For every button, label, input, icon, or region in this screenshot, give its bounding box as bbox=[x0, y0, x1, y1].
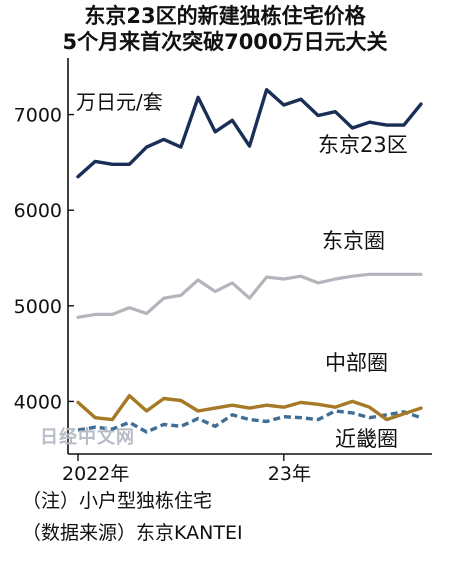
chart-title: 东京23区的新建独栋住宅价格 bbox=[84, 4, 366, 28]
series-label-3: 中部圈 bbox=[325, 351, 388, 375]
unit-label: 万日元/套 bbox=[76, 90, 163, 114]
footnote-note: （注）小户型独栋住宅 bbox=[22, 490, 213, 512]
series-label-2: 东京圈 bbox=[322, 229, 385, 253]
series-line-3 bbox=[76, 394, 423, 422]
series-label-1: 东京23区 bbox=[318, 133, 408, 157]
y-tick-label: 5000 bbox=[14, 296, 62, 318]
series-line-4 bbox=[77, 409, 422, 434]
y-tick-label: 7000 bbox=[14, 105, 62, 127]
y-tick-label: 6000 bbox=[14, 200, 62, 222]
chart-subtitle: 5个月来首次突破7000万日元大关 bbox=[62, 30, 388, 54]
watermark-logo: 日经中文网 bbox=[40, 427, 135, 448]
series-label-4: 近畿圈 bbox=[335, 427, 398, 451]
footnote-source: （数据来源）东京KANTEI bbox=[22, 522, 243, 544]
x-tick-label: 23年 bbox=[268, 463, 311, 485]
unit-label-backing bbox=[74, 86, 178, 116]
series-line-1 bbox=[76, 87, 423, 179]
series-line-2 bbox=[76, 272, 423, 319]
y-tick-label: 4000 bbox=[14, 391, 62, 413]
x-tick-label: 2022年 bbox=[62, 463, 129, 485]
